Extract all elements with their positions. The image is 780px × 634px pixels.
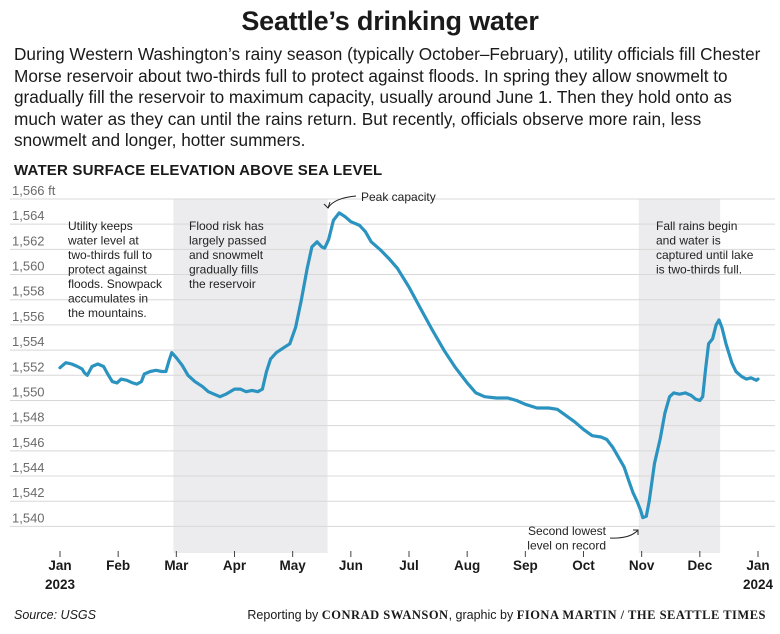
annotation-line: is two-thirds full. xyxy=(656,263,742,277)
y-tick-label: 1,542 xyxy=(12,485,45,500)
credit-outlet: THE SEATTLE TIMES xyxy=(628,608,766,622)
annotation-line: the reservoir xyxy=(189,277,256,291)
annotation-line: water level at xyxy=(67,234,139,248)
x-tick-label: Jan xyxy=(746,558,769,573)
annotation-line: level on record xyxy=(527,539,606,553)
intro-paragraph: During Western Washington’s rainy season… xyxy=(14,44,761,150)
x-tick-year-label: 2024 xyxy=(743,577,774,592)
y-tick-label: 1,546 xyxy=(12,435,45,450)
credit-graphic: FIONA MARTIN xyxy=(516,608,618,622)
x-tick-label: May xyxy=(280,558,307,573)
annotation-line: largely passed xyxy=(189,234,266,248)
gridlines xyxy=(10,198,775,527)
y-tick-label: 1,564 xyxy=(12,208,45,223)
shaded-period-2 xyxy=(638,199,721,553)
annotation-line: accumulates in xyxy=(68,292,148,306)
credit-reporter: CONRAD SWANSON xyxy=(321,608,449,622)
low-arrowhead xyxy=(633,529,639,535)
annotation-line: Utility keeps xyxy=(68,219,133,233)
x-tick-label: Apr xyxy=(223,558,247,573)
y-tick-label: 1,550 xyxy=(12,384,45,399)
y-tick-label: 1,562 xyxy=(12,233,45,248)
annotation-fall-rains: Fall rains begin and water is captured unt… xyxy=(656,219,754,277)
annotation-flood-risk: Flood risk has largely passed and snowmelt… xyxy=(189,219,266,291)
y-tick-label: 1,552 xyxy=(12,359,45,374)
annotation-line: and water is xyxy=(656,234,721,248)
annotation-line: two-thirds full to xyxy=(68,248,152,262)
y-tick-label: 1,544 xyxy=(12,460,45,475)
x-tick-label: Dec xyxy=(687,558,712,573)
y-tick-label: 1,548 xyxy=(12,410,45,425)
annotation-peak: Peak capacity xyxy=(361,190,436,204)
shaded-period-1 xyxy=(173,199,328,553)
chart-subtitle: WATER SURFACE ELEVATION ABOVE SEA LEVEL xyxy=(14,162,383,179)
peak-arrowhead xyxy=(323,201,331,209)
y-tick-label: 1,558 xyxy=(12,284,45,299)
annotation-line: captured until lake xyxy=(656,248,754,262)
x-tick-label: Jan xyxy=(48,558,71,573)
y-tick-label: 1,556 xyxy=(12,309,45,324)
annotation-line: the mountains. xyxy=(68,306,147,320)
y-tick-label: 1,560 xyxy=(12,259,45,274)
x-tick-label: Nov xyxy=(629,558,655,573)
annotations: Utility keeps water level at two-thirds fu… xyxy=(67,190,754,553)
low-arrow xyxy=(609,529,639,539)
line-chart: 1,566 ft 1,564 1,562 1,560 1,558 1,556 1,554 1,… xyxy=(10,184,775,592)
x-tick-label: Oct xyxy=(572,558,595,573)
annotation-utility: Utility keeps water level at two-thirds fu… xyxy=(67,219,163,320)
x-tick-label: Jun xyxy=(339,558,363,573)
credit-separator: / xyxy=(617,608,629,622)
peak-arrow xyxy=(327,195,357,209)
annotation-line: Flood risk has xyxy=(189,219,264,233)
annotation-line: and snowmelt xyxy=(189,248,264,262)
x-axis-tick-labels: Jan 2023 Feb Mar Apr May Jun Jul Aug Sep Oct Nov Dec… xyxy=(45,551,774,592)
annotation-line: floods. Snowpack xyxy=(68,277,163,291)
credit-middle: , graphic by xyxy=(448,608,514,622)
annotation-line: Second lowest xyxy=(528,524,607,538)
annotation-line: Fall rains begin xyxy=(656,219,737,233)
shaded-periods xyxy=(173,199,721,553)
y-tick-label: 1,566 ft xyxy=(12,184,56,198)
annotation-line: gradually fills xyxy=(189,263,258,277)
source-note: Source: USGS xyxy=(14,608,96,622)
x-tick-label: Feb xyxy=(106,558,130,573)
x-tick-label: Jul xyxy=(399,558,419,573)
x-tick-label: Aug xyxy=(454,558,480,573)
annotation-second-lowest: Second lowest level on record xyxy=(527,524,606,553)
x-tick-label: Sep xyxy=(513,558,538,573)
credit-line: Reporting by CONRAD SWANSON, graphic by … xyxy=(247,608,766,623)
annotation-line: Peak capacity xyxy=(361,190,436,204)
series-group xyxy=(58,211,760,520)
annotation-line: protect against xyxy=(68,263,147,277)
y-axis-tick-labels: 1,566 ft 1,564 1,562 1,560 1,558 1,556 1,554 1,… xyxy=(12,184,56,525)
chart-title: Seattle’s drinking water xyxy=(241,6,539,36)
series-line-1 xyxy=(58,211,760,520)
credit-prefix: Reporting by xyxy=(247,608,319,622)
y-tick-label: 1,540 xyxy=(12,510,45,525)
x-tick-year-label: 2023 xyxy=(45,577,76,592)
y-tick-label: 1,554 xyxy=(12,334,45,349)
x-tick-label: Mar xyxy=(164,558,189,573)
